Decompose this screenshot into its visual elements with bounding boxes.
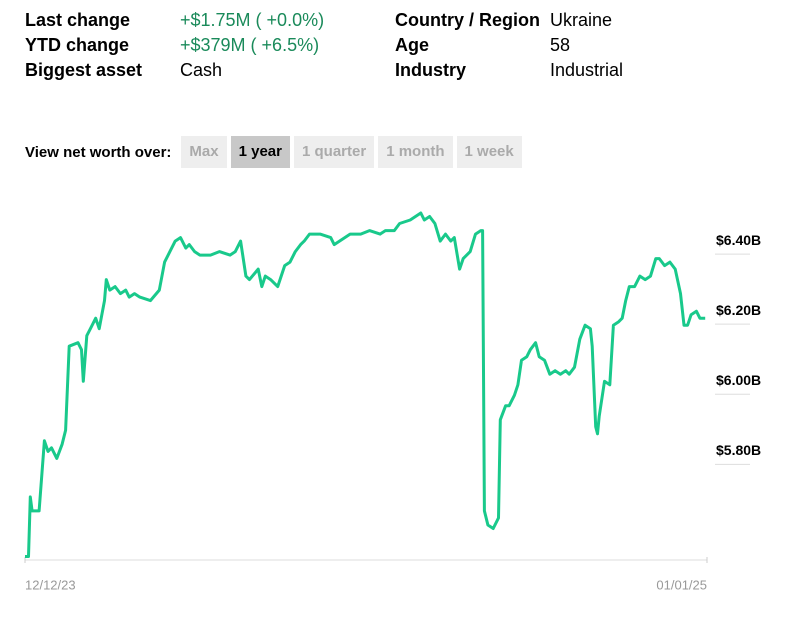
y-tick-label: $5.80B [716,442,761,458]
period-button[interactable]: 1 week [456,136,522,168]
info-value: +$379M ( +6.5%) [180,35,320,55]
period-button[interactable]: Max [181,136,227,168]
info-label: Age [395,35,430,55]
info-value: +$1.75M ( +0.0%) [180,10,325,30]
info-label: Country / Region [395,10,540,30]
info-value: 58 [550,35,571,55]
info-label: Biggest asset [25,60,143,80]
info-panel: Last change +$1.75M ( +0.0%) YTD change +$3… [25,8,785,88]
y-tick-label: $6.00B [716,372,761,388]
x-tick-label: 12/12/23 [25,577,76,592]
x-tick-label: 01/01/25 [656,577,707,592]
y-tick-label: $6.20B [716,302,761,318]
period-button[interactable]: 1 year [230,136,290,168]
info-label: Industry [395,60,467,80]
net-worth-line [25,211,706,558]
y-tick-label: $6.40B [716,232,761,248]
period-button[interactable]: 1 month [378,136,453,168]
period-button[interactable]: 1 quarter [293,136,375,168]
info-value: Cash [180,60,223,80]
info-value: Industrial [550,60,624,80]
info-value: Ukraine [550,10,613,30]
period-selector: View net worth over: Max 1 year 1 quarter 1… [25,136,526,168]
selector-label: View net worth over: [25,143,172,161]
info-label: YTD change [25,35,130,55]
info-label: Last change [25,10,131,30]
